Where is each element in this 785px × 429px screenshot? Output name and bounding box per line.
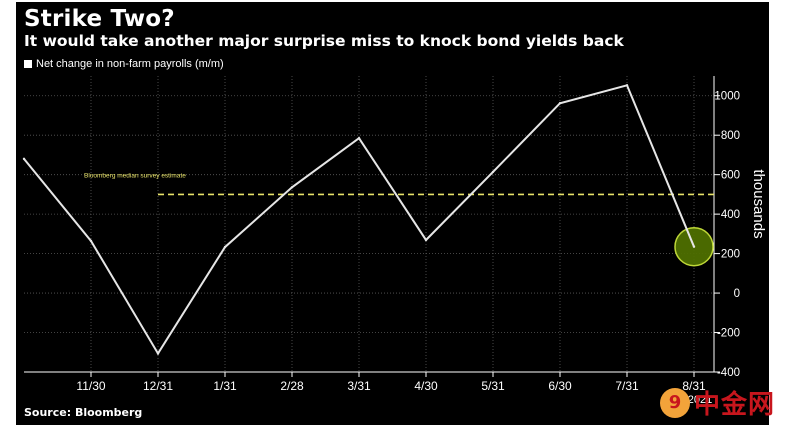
data-point bbox=[424, 238, 428, 242]
data-point bbox=[22, 157, 26, 161]
data-point bbox=[357, 136, 361, 140]
chart-title: Strike Two? bbox=[24, 6, 175, 32]
data-point bbox=[558, 102, 562, 105]
x-tick-label: 5/31 bbox=[481, 379, 505, 393]
x-tick-label: 2/28 bbox=[280, 379, 304, 393]
y-tick-label: 400 bbox=[721, 209, 740, 221]
y-tick-label: 600 bbox=[721, 170, 740, 182]
y-tick-label: 200 bbox=[721, 249, 740, 261]
data-point bbox=[625, 84, 629, 87]
data-point bbox=[223, 245, 227, 249]
x-tick-label: 6/30 bbox=[548, 379, 572, 393]
watermark-icon: 9 bbox=[659, 387, 690, 418]
x-year-label: 2021 bbox=[688, 394, 712, 406]
data-point bbox=[156, 352, 160, 355]
x-tick-label: 8/31 bbox=[682, 379, 706, 393]
y-tick-label: 800 bbox=[721, 130, 740, 142]
legend-swatch bbox=[24, 60, 32, 68]
x-tick-label: 1/31 bbox=[213, 379, 237, 393]
x-tick-label: 12/31 bbox=[143, 379, 173, 393]
line-chart: -400 -200 0 200 400 600 800 1000 thousands 11/30 1… bbox=[22, 76, 767, 406]
legend-label: Net change in non-farm payrolls (m/m) bbox=[36, 58, 224, 70]
data-point bbox=[89, 239, 93, 243]
chart-subtitle: It would take another major surprise mis… bbox=[24, 32, 624, 50]
chart-frame: Strike Two? It would take another major … bbox=[16, 2, 769, 425]
y-tick-label: 0 bbox=[734, 288, 740, 300]
survey-estimate-label: Bloomberg median survey estimate bbox=[84, 172, 186, 179]
x-tick-label: 4/30 bbox=[414, 379, 438, 393]
watermark-text: 中金网 bbox=[693, 390, 775, 420]
x-tick-label: 11/30 bbox=[76, 379, 105, 393]
y-tick-label: -200 bbox=[717, 328, 740, 340]
data-point bbox=[290, 186, 294, 189]
y-tick-label: 1000 bbox=[714, 91, 740, 103]
y-tick-label: -400 bbox=[717, 367, 740, 379]
data-point bbox=[692, 245, 696, 248]
source-note: Source: Bloomberg bbox=[24, 406, 143, 419]
x-tick-label: 3/31 bbox=[347, 379, 371, 393]
data-point bbox=[491, 170, 495, 174]
x-tick-label: 7/31 bbox=[615, 379, 639, 393]
y-axis-label: thousands bbox=[750, 169, 767, 238]
legend: Net change in non-farm payrolls (m/m) bbox=[24, 58, 224, 70]
watermark-logo: 9 中金网 bbox=[659, 384, 775, 421]
